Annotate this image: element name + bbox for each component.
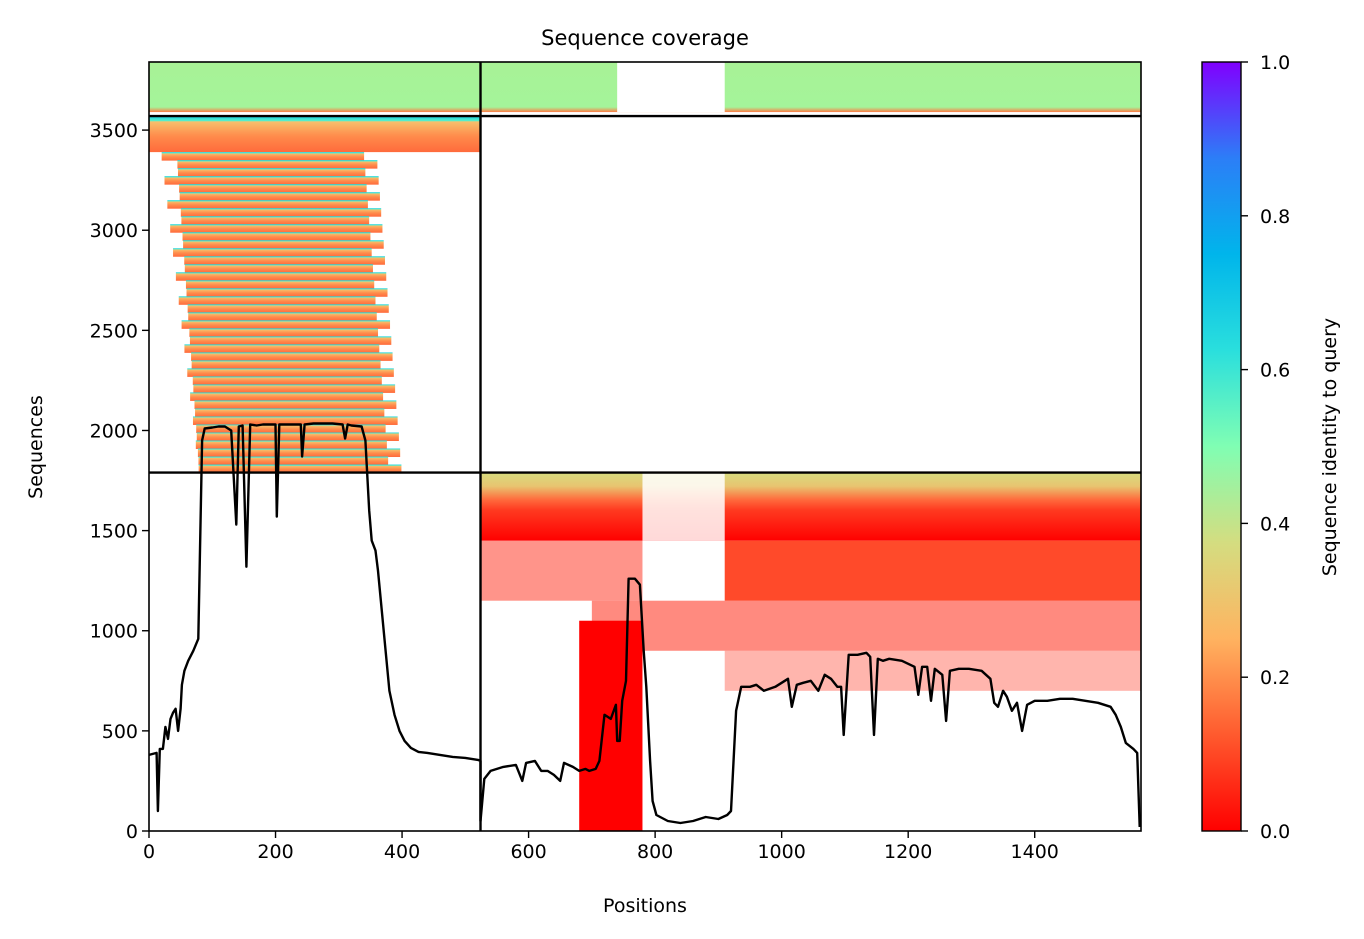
msa-block (724, 540, 1141, 601)
msa-block-row (196, 424, 386, 433)
msa-block-row (190, 392, 384, 401)
x-axis: 0 200 400 600 800 1000 1200 1400 (143, 831, 1059, 863)
msa-block-row (189, 328, 379, 337)
msa-block-row (193, 384, 396, 393)
msa-block-row (170, 224, 383, 233)
msa-block-row (164, 176, 379, 185)
x-tick-label: 400 (384, 841, 420, 863)
colorbar: 0.0 0.2 0.4 0.6 0.8 1.0 Sequence identity to … (1201, 52, 1341, 843)
msa-block-row (179, 192, 380, 201)
plot-area (148, 61, 1142, 832)
msa-block-row (184, 344, 380, 353)
msa-heatmap (149, 62, 1141, 831)
msa-block-row (187, 368, 394, 377)
msa-block-row (181, 320, 391, 329)
msa-block-row (182, 232, 371, 241)
msa-block-row (179, 184, 367, 193)
block-dividers (149, 62, 1141, 831)
x-tick-label: 1200 (884, 841, 932, 863)
msa-block-row (184, 264, 373, 273)
chart-title: Sequence coverage (541, 26, 749, 50)
msa-block-row (191, 352, 393, 361)
msa-block-row (197, 448, 401, 458)
x-tick-label: 600 (510, 841, 546, 863)
msa-block (480, 472, 1141, 541)
x-axis-label: Positions (603, 895, 687, 917)
plot-frame (148, 61, 1142, 832)
colorbar-tick-label: 0.0 (1260, 821, 1290, 843)
msa-block (149, 116, 481, 153)
msa-block-row (175, 272, 387, 281)
msa-block-row (191, 360, 381, 369)
y-tick-label: 2500 (90, 320, 138, 342)
colorbar-tick-label: 0.6 (1260, 360, 1290, 382)
msa-gap (617, 62, 725, 113)
msa-block-row (192, 416, 398, 425)
msa-gap (642, 472, 725, 541)
coverage-line (148, 422, 1141, 828)
colorbar-tick-label: 0.2 (1260, 667, 1290, 689)
y-tick-label: 0 (126, 821, 138, 843)
msa-block-row (198, 464, 402, 474)
msa-block-row (188, 312, 377, 321)
msa-block-row (194, 400, 397, 409)
msa-block-row (177, 168, 366, 177)
y-tick-label: 3500 (90, 120, 138, 142)
msa-block-row (178, 296, 376, 305)
x-tick-label: 200 (257, 841, 293, 863)
msa-block-row (180, 208, 382, 217)
colorbar-label: Sequence identity to query (1319, 318, 1341, 576)
msa-block-row (183, 240, 384, 249)
msa-block-row (186, 288, 388, 297)
x-tick-label: 1000 (757, 841, 805, 863)
msa-block-row (195, 408, 385, 417)
msa-block-row (185, 280, 375, 289)
msa-block (591, 600, 1141, 651)
y-axis-label: Sequences (25, 395, 47, 499)
msa-block (579, 620, 643, 831)
colorbar-ticks: 0.0 0.2 0.4 0.6 0.8 1.0 (1241, 52, 1290, 843)
msa-block-row (195, 440, 387, 450)
msa-block (480, 540, 643, 601)
msa-block-row (196, 432, 399, 441)
x-tick-label: 800 (637, 841, 673, 863)
msa-block-row (173, 248, 372, 257)
msa-block-row (192, 376, 382, 385)
colorbar-tick-label: 1.0 (1260, 52, 1290, 74)
msa-block-row (181, 216, 370, 225)
y-tick-label: 500 (102, 721, 138, 743)
msa-block-row (167, 200, 368, 209)
y-tick-label: 1500 (90, 521, 138, 543)
colorbar-tick-label: 0.4 (1260, 513, 1290, 535)
msa-block-row (184, 256, 385, 265)
y-tick-label: 3000 (90, 220, 138, 242)
msa-block-row (189, 336, 392, 345)
msa-block-row (177, 160, 378, 169)
y-tick-label: 1000 (90, 621, 138, 643)
x-tick-label: 0 (143, 841, 155, 863)
msa-block-row (187, 304, 389, 313)
msa-block (480, 62, 1141, 113)
msa-block-row (161, 152, 365, 161)
msa-block (149, 62, 481, 113)
y-axis: 0 500 1000 1500 2000 2500 3000 3500 (90, 120, 149, 843)
x-tick-label: 1400 (1011, 841, 1059, 863)
y-tick-label: 2000 (90, 420, 138, 442)
msa-block-row (198, 456, 389, 466)
colorbar-tick-label: 0.8 (1260, 206, 1290, 228)
colorbar-gradient (1201, 61, 1242, 832)
